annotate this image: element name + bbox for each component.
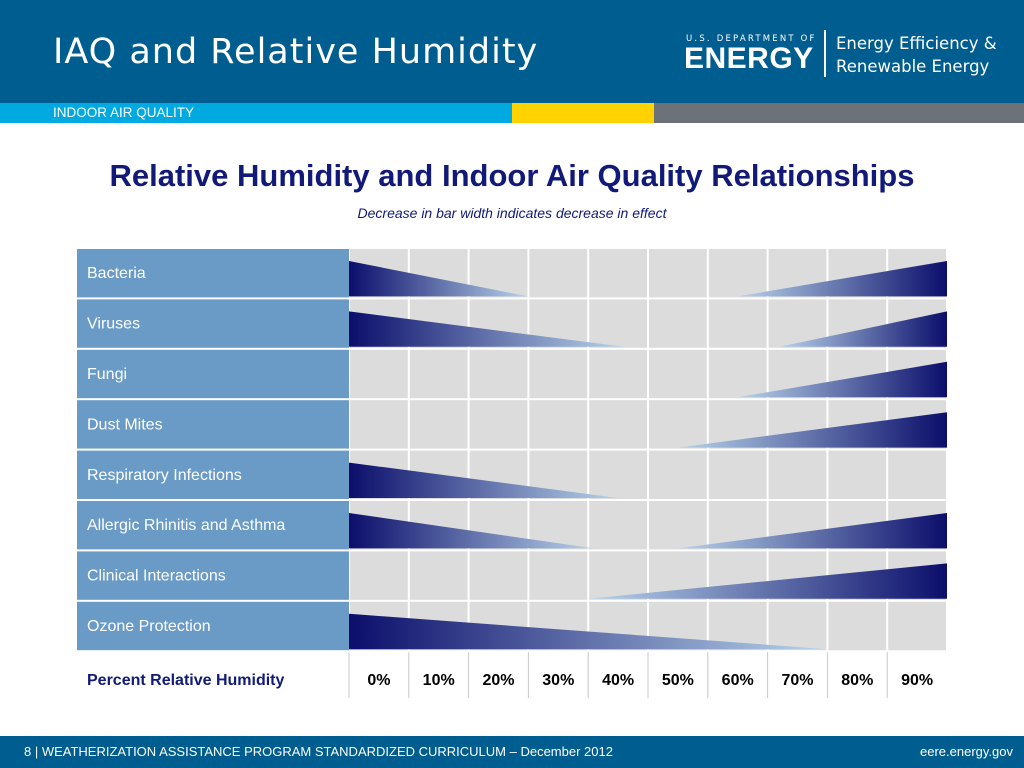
grid-cell (469, 349, 528, 399)
grid-cell (350, 400, 408, 449)
x-tick-label: 30% (542, 672, 574, 689)
grid-cell (649, 249, 707, 298)
section-bar-gray (654, 103, 1024, 123)
x-tick-label: 10% (423, 672, 455, 689)
doe-logo-text: ENERGY (684, 42, 814, 75)
doe-logo-small-text: U.S. DEPARTMENT OF (686, 34, 817, 44)
grid-cell (649, 450, 707, 499)
grid-cell (768, 601, 827, 651)
grid-cell (708, 450, 767, 499)
x-tick-label: 60% (722, 672, 754, 689)
grid-cell (649, 501, 707, 550)
grid-cell (350, 349, 408, 399)
row-label-cell (77, 450, 349, 499)
office-name-line1: Energy Efficiency & (836, 34, 997, 53)
office-name: Energy Efficiency & Renewable Energy (836, 32, 997, 78)
slide-title: IAQ and Relative Humidity (53, 32, 539, 72)
footer-url: eere.energy.gov (920, 744, 1013, 759)
x-axis-label: Percent Relative Humidity (87, 672, 285, 689)
grid-cell (708, 299, 767, 348)
section-bar-blue (0, 103, 512, 123)
row-label-cell (77, 400, 349, 449)
grid-cell (409, 400, 468, 449)
chart-subtitle: Decrease in bar width indicates decrease… (357, 205, 667, 221)
grid-cell (589, 400, 647, 449)
grid-cell (409, 349, 468, 399)
row-label-cell (77, 501, 349, 550)
row-label-cell (77, 249, 349, 298)
x-tick-label: 70% (781, 672, 813, 689)
row-label: Ozone Protection (87, 618, 211, 635)
effect-bar-increasing (737, 261, 947, 297)
x-tick-label: 80% (841, 672, 873, 689)
section-bar-yellow (512, 103, 654, 123)
grid-cell (529, 249, 588, 298)
row-label: Viruses (87, 316, 140, 333)
grid-cell (589, 299, 647, 348)
row-label: Respiratory Infections (87, 467, 242, 484)
section-label: INDOOR AIR QUALITY (53, 105, 195, 120)
grid-cell (589, 349, 647, 399)
grid-cell (708, 249, 767, 298)
office-name-line2: Renewable Energy (836, 57, 990, 76)
footer-text: 8 | WEATHERIZATION ASSISTANCE PROGRAM ST… (24, 744, 613, 759)
grid-cell (529, 551, 588, 600)
row-label: Fungi (87, 366, 127, 383)
grid-cell (768, 450, 827, 499)
effect-bar-decreasing (349, 311, 625, 347)
x-tick-label: 40% (602, 672, 634, 689)
x-tick-label: 0% (367, 672, 390, 689)
grid-cell (828, 450, 887, 499)
grid-cell (469, 551, 528, 600)
logo-divider (824, 30, 826, 77)
row-label: Allergic Rhinitis and Asthma (87, 517, 285, 534)
effect-bar-increasing (737, 361, 947, 398)
grid-cell (589, 501, 647, 550)
grid-cell (350, 551, 408, 600)
chart-title: Relative Humidity and Indoor Air Quality… (109, 158, 915, 193)
row-label-cell (77, 551, 349, 600)
row-label-cell (77, 349, 349, 399)
grid-cell (589, 551, 647, 600)
grid-cell (589, 249, 647, 298)
x-tick-label: 20% (482, 672, 514, 689)
effect-bar-increasing (779, 311, 947, 347)
grid-cell (649, 299, 707, 348)
effect-bar-decreasing (349, 613, 828, 650)
grid-cell (828, 601, 887, 651)
row-label-cell (77, 601, 349, 651)
header-bar (0, 0, 1024, 103)
row-label: Dust Mites (87, 416, 163, 433)
grid-cell (469, 400, 528, 449)
row-label: Clinical Interactions (87, 568, 226, 585)
footer-bar: 8 | WEATHERIZATION ASSISTANCE PROGRAM ST… (0, 736, 1024, 768)
x-tick-label: 50% (662, 672, 694, 689)
row-label: Bacteria (87, 265, 146, 282)
x-tick-label: 90% (901, 672, 933, 689)
grid-cell (649, 349, 707, 399)
effect-bar-increasing (677, 412, 947, 448)
grid-cell (409, 551, 468, 600)
row-label-cell (77, 299, 349, 348)
grid-cell (589, 450, 647, 499)
grid-cell (888, 601, 946, 651)
grid-cell (529, 400, 588, 449)
effect-bar-decreasing (349, 261, 529, 297)
grid-cell (888, 450, 946, 499)
grid-cell (529, 349, 588, 399)
grid-cell (649, 400, 707, 449)
grid-cell (708, 349, 767, 399)
humidity-effects-chart: Bacteria Viruses Fungi Dust Mites Respirator… (77, 249, 947, 699)
